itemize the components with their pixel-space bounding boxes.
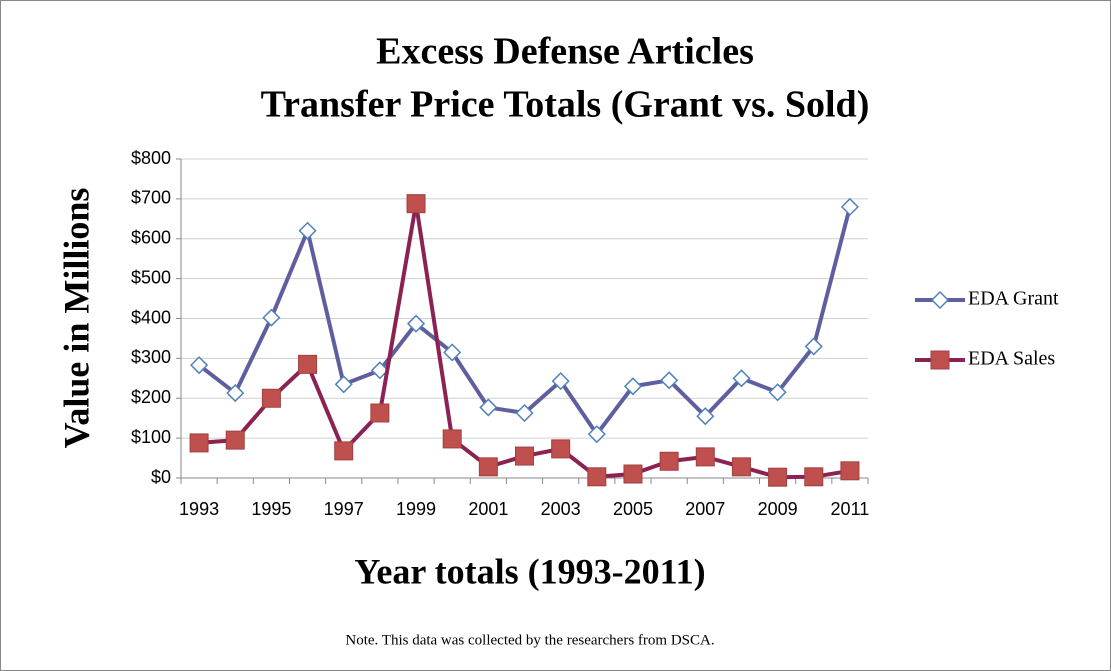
point <box>189 433 209 453</box>
x-tick-label: 1995 <box>251 499 291 519</box>
point <box>442 429 462 449</box>
point <box>515 446 534 466</box>
x-axis-label: Year totals (1993-2011) <box>354 551 705 591</box>
point <box>804 467 824 487</box>
point <box>840 197 859 216</box>
point <box>479 398 498 417</box>
point <box>587 425 606 444</box>
point <box>190 356 209 375</box>
point <box>443 343 462 362</box>
point <box>298 354 318 374</box>
point <box>334 375 353 394</box>
point <box>732 369 751 388</box>
chart-title: Transfer Price Totals (Grant vs. Sold) <box>261 84 870 126</box>
x-tick-label: 1999 <box>396 499 436 519</box>
point <box>731 457 751 477</box>
y-tick-label: $400 <box>131 307 171 327</box>
point <box>840 461 860 481</box>
point <box>225 430 245 450</box>
y-tick-label: $600 <box>131 228 171 248</box>
point <box>334 441 354 461</box>
point <box>696 407 715 426</box>
point <box>659 451 679 471</box>
legend-marker <box>930 290 950 310</box>
y-tick-label: $200 <box>131 387 171 407</box>
y-tick-label: $700 <box>131 188 171 208</box>
x-tick-label: 2001 <box>468 499 508 519</box>
x-tick-label: 2011 <box>831 499 870 519</box>
legend-label: EDA Sales <box>968 348 1055 370</box>
y-tick-label: $800 <box>131 148 171 168</box>
point <box>406 314 426 333</box>
point <box>587 467 607 487</box>
point <box>406 194 426 214</box>
point <box>623 377 643 396</box>
point <box>261 388 281 408</box>
point <box>695 447 715 467</box>
y-tick-label: $100 <box>131 427 171 447</box>
point <box>370 361 389 380</box>
y-tick-label: $300 <box>131 347 171 367</box>
point <box>660 371 679 390</box>
point <box>551 372 570 391</box>
chart-title: Excess Defense Articles <box>376 31 754 73</box>
legend-marker <box>930 350 950 370</box>
x-tick-label: 1997 <box>324 499 364 519</box>
point <box>515 403 534 423</box>
note: Note. This data was collected by the res… <box>345 632 714 648</box>
x-tick-label: 2003 <box>541 499 581 519</box>
point <box>262 308 281 327</box>
point <box>298 221 317 240</box>
point <box>623 464 643 484</box>
legend-label: EDA Grant <box>968 288 1059 310</box>
x-tick-label: 2005 <box>613 499 653 519</box>
x-tick-label: 2009 <box>758 499 798 519</box>
x-tick-label: 2007 <box>685 499 725 519</box>
point <box>226 384 245 403</box>
point <box>768 467 788 487</box>
y-axis-label: Value in Millions <box>56 188 96 449</box>
point <box>768 383 787 402</box>
y-tick-label: $0 <box>151 467 171 487</box>
y-tick-label: $500 <box>131 267 171 287</box>
point <box>478 457 498 477</box>
point <box>804 337 823 356</box>
point <box>551 439 571 459</box>
x-tick-label: 1993 <box>179 499 219 519</box>
point <box>370 403 390 423</box>
